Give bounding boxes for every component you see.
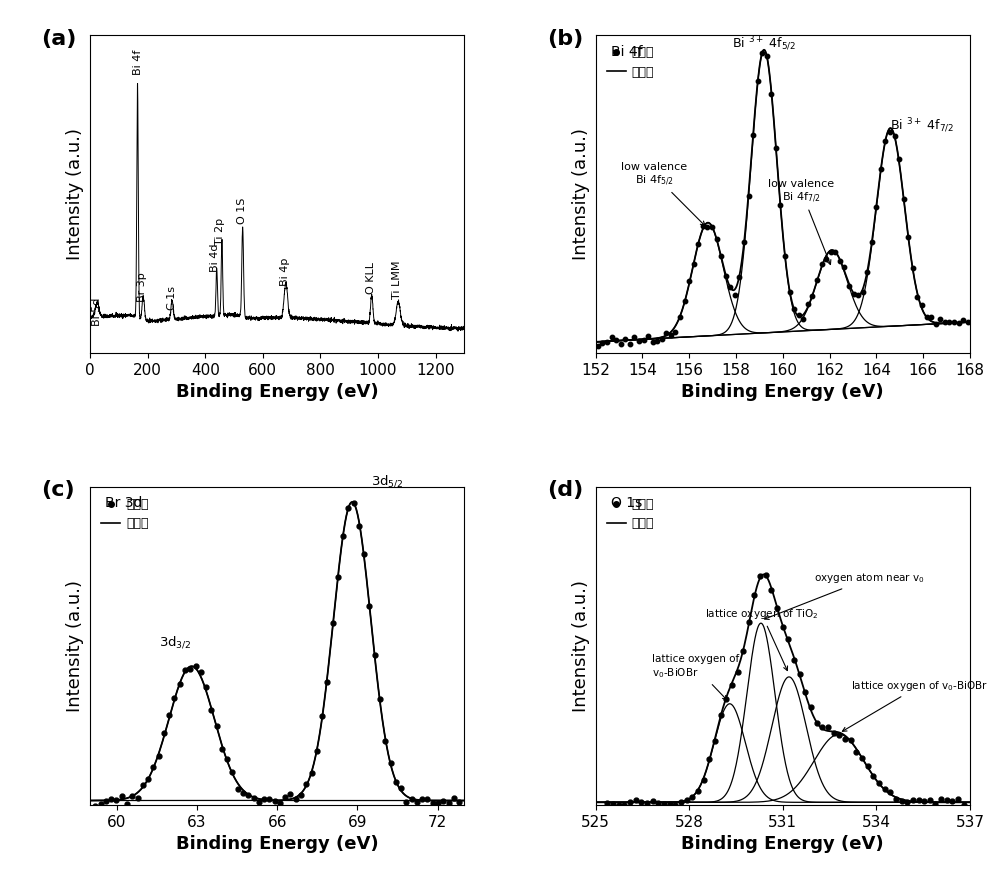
Text: Bi 4f: Bi 4f bbox=[133, 50, 143, 75]
Y-axis label: Intensity (a.u.): Intensity (a.u.) bbox=[66, 580, 84, 712]
X-axis label: Binding Energy (eV): Binding Energy (eV) bbox=[176, 383, 379, 402]
Text: oxygen atom near v$_0$: oxygen atom near v$_0$ bbox=[765, 571, 925, 620]
Text: Ti LMM: Ti LMM bbox=[392, 261, 402, 299]
Legend: 实验値, 拟合値: 实验値, 拟合値 bbox=[96, 493, 154, 536]
Text: Bi $^{3+}$ 4f$_{7/2}$: Bi $^{3+}$ 4f$_{7/2}$ bbox=[890, 117, 954, 136]
X-axis label: Binding Energy (eV): Binding Energy (eV) bbox=[176, 836, 379, 853]
Text: (d): (d) bbox=[547, 480, 583, 500]
Text: (b): (b) bbox=[547, 29, 583, 49]
Legend: 实验値, 拟合値: 实验値, 拟合値 bbox=[602, 493, 659, 536]
Y-axis label: Intensity (a.u.): Intensity (a.u.) bbox=[572, 128, 590, 260]
Text: C 1s: C 1s bbox=[167, 286, 177, 310]
X-axis label: Binding Energy (eV): Binding Energy (eV) bbox=[681, 836, 884, 853]
Y-axis label: Intensity (a.u.): Intensity (a.u.) bbox=[572, 580, 590, 712]
Text: Br 3p: Br 3p bbox=[137, 272, 147, 302]
Text: Ti 2p: Ti 2p bbox=[215, 218, 225, 245]
Text: Br 3d: Br 3d bbox=[105, 496, 142, 510]
Text: low valence
Bi 4f$_{7/2}$: low valence Bi 4f$_{7/2}$ bbox=[768, 178, 835, 264]
Text: Bi 4p: Bi 4p bbox=[280, 257, 290, 286]
Text: O 1S: O 1S bbox=[237, 198, 247, 224]
Text: Bi $^{3+}$ 4f$_{5/2}$: Bi $^{3+}$ 4f$_{5/2}$ bbox=[732, 35, 796, 53]
Text: Bi 4f: Bi 4f bbox=[611, 45, 642, 59]
Text: low valence
Bi 4f$_{5/2}$: low valence Bi 4f$_{5/2}$ bbox=[621, 162, 705, 226]
Text: 3d$_{3/2}$: 3d$_{3/2}$ bbox=[159, 634, 192, 650]
Y-axis label: Intensity (a.u.): Intensity (a.u.) bbox=[66, 128, 84, 260]
Text: Bi 4d: Bi 4d bbox=[210, 244, 220, 272]
Text: (c): (c) bbox=[41, 480, 75, 500]
Legend: 实验値, 拟合値: 实验値, 拟合値 bbox=[602, 41, 659, 83]
Text: Bi 5d: Bi 5d bbox=[92, 298, 102, 326]
Text: O KLL: O KLL bbox=[366, 262, 376, 294]
Text: lattice oxygen of TiO$_2$: lattice oxygen of TiO$_2$ bbox=[705, 607, 818, 670]
Text: (a): (a) bbox=[41, 29, 77, 49]
Text: lattice oxygen of
v$_0$-BiOBr: lattice oxygen of v$_0$-BiOBr bbox=[652, 654, 739, 700]
X-axis label: Binding Energy (eV): Binding Energy (eV) bbox=[681, 383, 884, 402]
Text: lattice oxygen of v$_0$-BiOBr: lattice oxygen of v$_0$-BiOBr bbox=[842, 678, 988, 732]
Text: 3d$_{5/2}$: 3d$_{5/2}$ bbox=[371, 473, 403, 488]
Text: O 1s: O 1s bbox=[611, 496, 642, 510]
